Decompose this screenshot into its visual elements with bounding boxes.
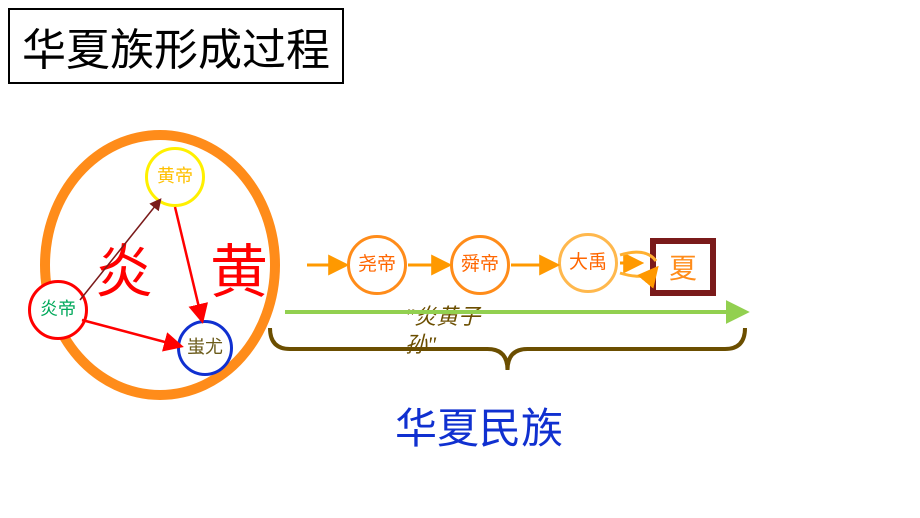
node-shundi: 舜帝 <box>450 235 510 295</box>
node-dayu: 大禹 <box>558 233 618 293</box>
diagram-title: 华夏族形成过程 <box>8 8 344 84</box>
label-yanhuang-zisun: "炎黄子 孙" <box>405 303 480 358</box>
node-huangdi-label: 黄帝 <box>157 167 193 187</box>
label-yanhuang-zisun-l1: "炎黄子 <box>405 303 480 331</box>
label-huaxia-minzu: 华夏民族 <box>395 395 563 456</box>
node-xia: 夏 <box>650 238 716 296</box>
node-yandi-label: 炎帝 <box>40 300 76 320</box>
node-huangdi: 黄帝 <box>145 147 205 207</box>
node-chiyou-label: 蚩尤 <box>187 338 223 358</box>
node-yaodi: 尧帝 <box>347 235 407 295</box>
node-shundi-label: 舜帝 <box>461 255 499 276</box>
node-yandi: 炎帝 <box>28 280 88 340</box>
node-yaodi-label: 尧帝 <box>358 255 396 276</box>
label-yanhuang-zisun-l2: 孙" <box>405 331 480 359</box>
node-xia-label: 夏 <box>669 247 697 287</box>
node-dayu-label: 大禹 <box>569 253 607 274</box>
node-chiyou: 蚩尤 <box>177 320 233 376</box>
